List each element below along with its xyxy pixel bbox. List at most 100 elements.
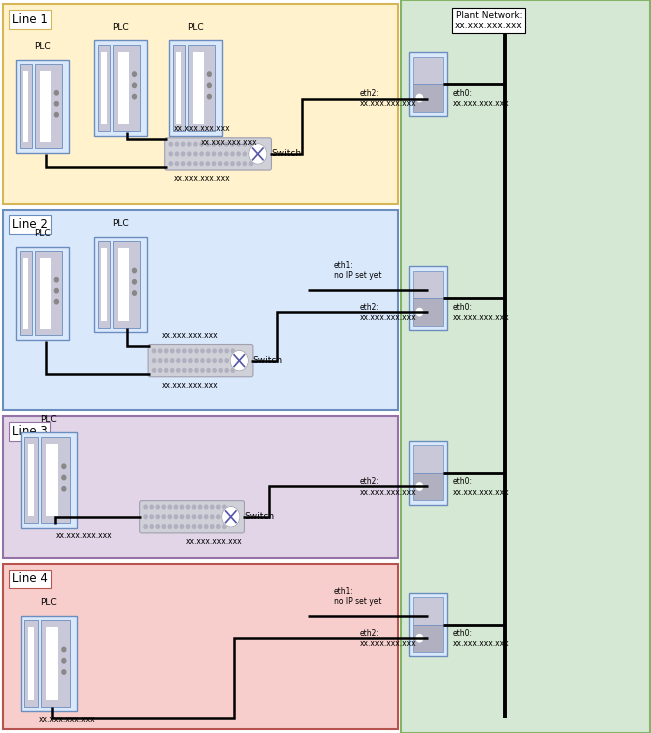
Circle shape (171, 369, 174, 372)
Circle shape (133, 291, 137, 295)
Circle shape (150, 505, 154, 509)
Bar (3, 416, 398, 558)
Text: PLC: PLC (40, 598, 57, 607)
Text: xx.xxx.xxx.xxx: xx.xxx.xxx.xxx (201, 138, 257, 147)
Circle shape (159, 349, 161, 353)
Bar (169, 40, 222, 136)
Circle shape (212, 142, 215, 146)
Circle shape (249, 144, 267, 164)
Circle shape (237, 162, 240, 166)
Text: Line 4: Line 4 (12, 572, 48, 586)
Bar (94, 40, 147, 136)
Bar (46, 627, 58, 700)
Text: eth2:
xx.xxx.xxx.xxx: eth2: xx.xxx.xxx.xxx (360, 89, 417, 108)
Text: PLC: PLC (40, 415, 57, 424)
Circle shape (212, 162, 215, 166)
Circle shape (159, 369, 161, 372)
Bar (409, 267, 447, 330)
Circle shape (201, 358, 204, 362)
Circle shape (189, 369, 192, 372)
Text: eth0:
xx.xxx.xxx.xxx: eth0: xx.xxx.xxx.xxx (453, 89, 510, 108)
Bar (409, 592, 447, 657)
Circle shape (237, 152, 240, 155)
Circle shape (225, 358, 229, 362)
Text: Switch: Switch (271, 150, 301, 158)
Circle shape (55, 91, 59, 95)
Bar (20, 65, 33, 148)
Circle shape (231, 152, 234, 155)
Circle shape (194, 142, 197, 146)
Bar (118, 51, 129, 125)
Bar (413, 84, 443, 112)
Text: Plant Network:
xx.xxx.xxx.xxx: Plant Network: xx.xxx.xxx.xxx (455, 11, 523, 30)
Circle shape (180, 505, 184, 509)
Circle shape (55, 102, 59, 106)
Bar (20, 251, 33, 336)
Circle shape (221, 507, 240, 527)
Circle shape (243, 152, 247, 155)
Circle shape (176, 358, 180, 362)
Circle shape (199, 515, 202, 519)
Bar (176, 51, 182, 125)
Text: xx.xxx.xxx.xxx: xx.xxx.xxx.xxx (174, 174, 230, 183)
Bar (16, 60, 69, 153)
Bar (413, 597, 443, 625)
Circle shape (206, 142, 210, 146)
Circle shape (231, 358, 234, 362)
Text: xx.xxx.xxx.xxx: xx.xxx.xxx.xxx (174, 125, 230, 133)
Circle shape (213, 349, 216, 353)
Circle shape (175, 142, 178, 146)
Circle shape (206, 152, 210, 155)
Text: xx.xxx.xxx.xxx: xx.xxx.xxx.xxx (39, 715, 96, 723)
Circle shape (55, 289, 59, 293)
Bar (28, 627, 34, 700)
Circle shape (207, 369, 210, 372)
Text: eth0:
xx.xxx.xxx.xxx: eth0: xx.xxx.xxx.xxx (453, 477, 510, 496)
Circle shape (150, 525, 154, 528)
Bar (173, 45, 186, 131)
Text: PLC: PLC (187, 23, 204, 32)
Circle shape (171, 358, 174, 362)
Circle shape (243, 162, 247, 166)
Circle shape (62, 670, 66, 674)
Circle shape (162, 515, 165, 519)
Bar (3, 210, 398, 410)
Bar (413, 57, 443, 84)
Text: eth1:
no IP set yet: eth1: no IP set yet (334, 261, 381, 280)
Bar (413, 298, 443, 325)
Circle shape (225, 152, 228, 155)
Circle shape (195, 349, 198, 353)
Bar (41, 437, 70, 523)
Circle shape (194, 162, 197, 166)
Bar (35, 65, 62, 148)
Circle shape (156, 505, 159, 509)
Bar (193, 51, 204, 125)
Circle shape (200, 162, 203, 166)
Circle shape (237, 142, 240, 146)
Circle shape (152, 369, 156, 372)
Circle shape (213, 369, 216, 372)
Bar (413, 473, 443, 500)
Circle shape (199, 505, 202, 509)
Circle shape (204, 525, 208, 528)
Circle shape (174, 515, 178, 519)
Circle shape (219, 142, 222, 146)
Bar (98, 241, 111, 328)
Circle shape (183, 349, 186, 353)
Circle shape (208, 72, 212, 76)
Circle shape (186, 525, 189, 528)
Bar (413, 446, 443, 473)
Bar (23, 258, 29, 328)
Circle shape (225, 162, 228, 166)
Circle shape (133, 268, 137, 273)
Text: eth2:
xx.xxx.xxx.xxx: eth2: xx.xxx.xxx.xxx (360, 303, 417, 322)
Circle shape (62, 464, 66, 468)
Circle shape (133, 83, 137, 87)
Circle shape (249, 162, 253, 166)
Circle shape (200, 142, 203, 146)
Circle shape (171, 349, 174, 353)
Circle shape (187, 142, 191, 146)
Circle shape (210, 525, 214, 528)
Circle shape (189, 349, 192, 353)
Text: xx.xxx.xxx.xxx: xx.xxx.xxx.xxx (186, 537, 242, 546)
